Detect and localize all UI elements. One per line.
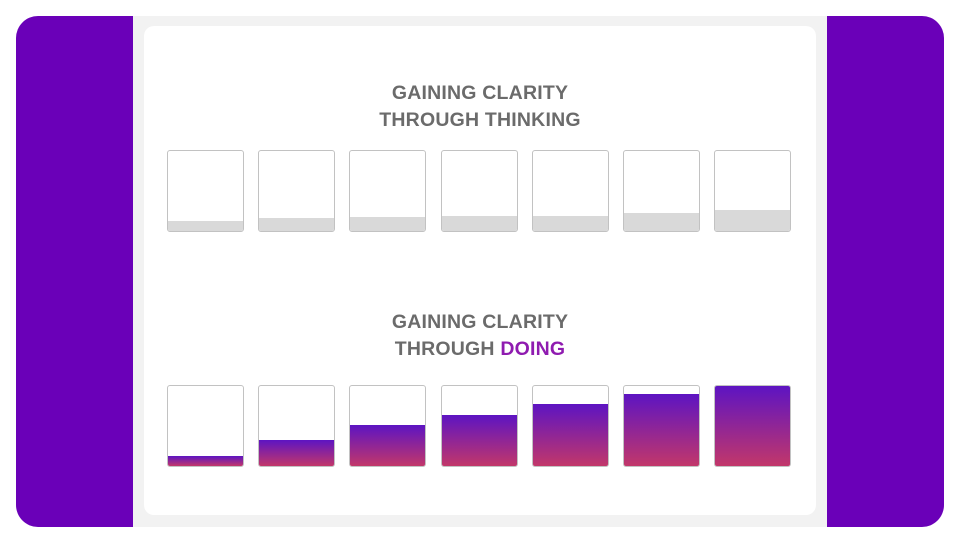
thinking-heading-line1: GAINING CLARITY (391, 82, 569, 104)
doing-level-fill-7 (715, 386, 791, 466)
doing-heading-accent: DOING (500, 338, 566, 360)
doing-heading-prefix: THROUGH (394, 338, 501, 360)
doing-box-7 (714, 385, 792, 467)
thinking-box-2 (258, 150, 336, 232)
thinking-level-fill-5 (532, 215, 608, 231)
thinking-box-4 (440, 150, 518, 232)
thinking-box-3 (349, 150, 427, 232)
thinking-box-1 (167, 150, 244, 232)
doing-box-1 (167, 385, 244, 467)
thinking-heading: GAINING CLARITY THROUGH THINKING (0, 80, 960, 134)
doing-level-fill-2 (259, 440, 335, 466)
thinking-box-5 (531, 150, 609, 232)
thinking-level-fill-1 (168, 220, 243, 231)
doing-heading-line2: THROUGH DOING (0, 336, 960, 363)
thinking-heading-line2: THROUGH THINKING (379, 109, 581, 131)
doing-box-row (167, 385, 793, 469)
doing-level-fill-3 (350, 425, 426, 466)
thinking-level-fill-7 (715, 210, 791, 231)
doing-level-fill-4 (441, 414, 517, 466)
doing-box-6 (623, 385, 700, 467)
thinking-level-fill-4 (441, 215, 517, 231)
doing-heading-line1: GAINING CLARITY (391, 311, 569, 333)
doing-box-3 (349, 385, 427, 467)
doing-heading: GAINING CLARITY THROUGH DOING (0, 309, 960, 363)
thinking-level-fill-3 (350, 216, 426, 231)
thinking-box-6 (623, 150, 700, 232)
doing-level-fill-6 (624, 394, 699, 466)
doing-box-4 (440, 385, 518, 467)
doing-level-fill-5 (532, 404, 608, 466)
thinking-box-7 (714, 150, 792, 232)
doing-box-5 (531, 385, 609, 467)
doing-level-fill-1 (168, 455, 243, 466)
thinking-box-row (167, 150, 793, 234)
doing-box-2 (258, 385, 336, 467)
thinking-level-fill-6 (624, 213, 699, 231)
thinking-level-fill-2 (259, 218, 335, 231)
